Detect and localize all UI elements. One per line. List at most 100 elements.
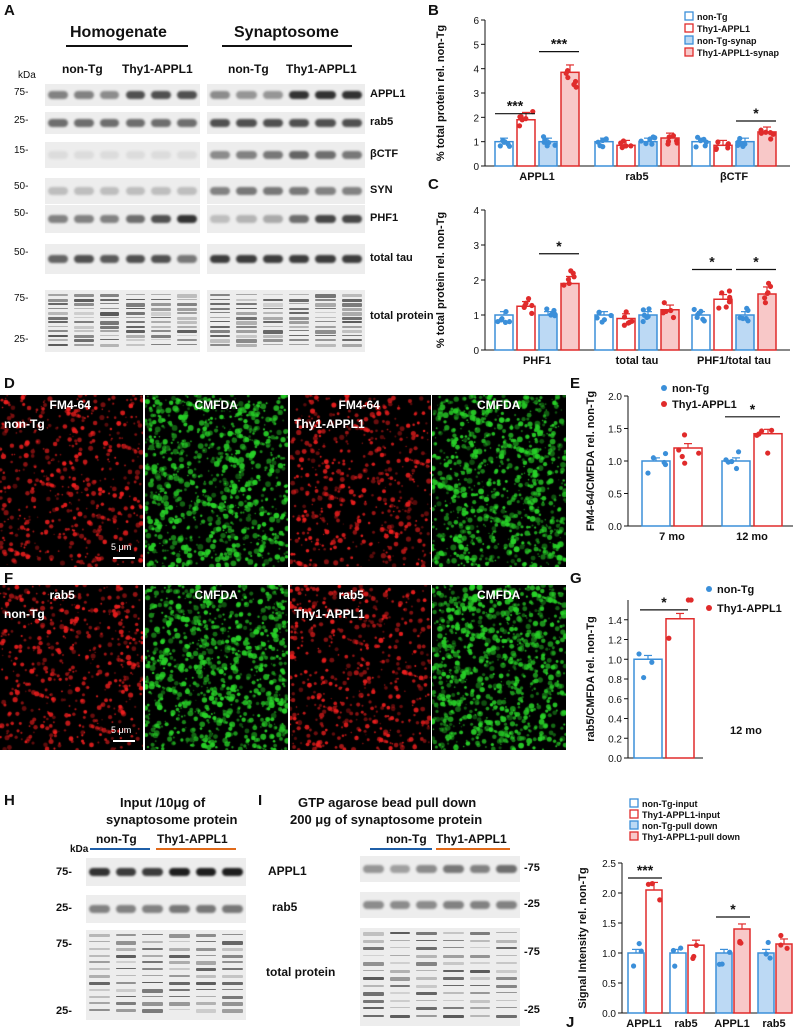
blot-band <box>151 255 172 263</box>
blot-band <box>341 343 362 347</box>
legend-marker <box>661 401 667 407</box>
blot-band <box>341 298 362 302</box>
x-tick-label: APPL1 <box>714 1018 749 1030</box>
blot-band <box>389 992 411 995</box>
blot-band <box>125 325 146 328</box>
blot-strip <box>207 290 365 352</box>
chart-j: 0.0 0.5 1.0 1.5 2.0 2.5 Signal Intensity rel. … <box>577 798 793 1030</box>
chart-g: 0.0 0.2 0.4 0.6 0.8 1.0 1.2 1.4 rab5/CMFDA rel. … <box>585 584 782 765</box>
data-point <box>778 942 784 948</box>
blot-band <box>115 954 137 958</box>
data-point <box>688 597 694 603</box>
blot-band <box>210 215 231 223</box>
blot-band <box>142 868 163 876</box>
blot-band <box>142 961 163 964</box>
kda-marker: -25 <box>524 898 540 910</box>
blot-band <box>341 312 362 316</box>
blot-band <box>142 1009 163 1014</box>
blot-band <box>289 325 310 328</box>
data-point <box>737 315 743 321</box>
blot-band <box>48 312 68 316</box>
group-label-tg-synap: Thy1-APPL1 <box>286 62 357 76</box>
data-point <box>745 318 751 324</box>
data-point <box>713 146 719 152</box>
legend-entry: Thy1-APPL1 <box>697 24 750 34</box>
blot-band <box>99 339 120 341</box>
blot-band <box>416 999 437 1002</box>
blot-band <box>469 977 491 981</box>
significance-marker: *** <box>637 862 654 878</box>
data-point <box>516 123 523 129</box>
blot-band <box>389 999 411 1003</box>
blot-band <box>73 151 94 159</box>
blot-band <box>151 294 172 296</box>
data-point <box>657 897 663 903</box>
blot-band <box>73 119 94 127</box>
data-point <box>661 300 667 306</box>
bar <box>641 460 671 527</box>
panel-label-h: H <box>4 792 15 809</box>
scale-bar-label: 5 μm <box>111 725 132 735</box>
blot-band <box>195 868 217 876</box>
row-label-appl1-i: APPL1 <box>268 864 307 878</box>
data-point <box>670 947 677 954</box>
blot-band <box>389 1007 411 1009</box>
data-point <box>638 948 644 954</box>
blot-band <box>89 988 110 991</box>
blot-band <box>210 330 231 333</box>
blot-row-label: total protein <box>370 310 434 322</box>
blot-band <box>125 316 146 318</box>
legend-swatch <box>684 23 694 33</box>
blot-band <box>89 1009 110 1011</box>
blot-band <box>151 298 172 301</box>
blot-band <box>169 1002 190 1007</box>
blot-band <box>48 343 68 346</box>
data-point <box>701 136 707 142</box>
blot-band <box>89 995 110 998</box>
data-point <box>778 932 784 939</box>
blot-band <box>496 901 517 909</box>
blot-band <box>210 303 231 305</box>
data-point <box>682 460 688 466</box>
blot-band <box>73 334 94 338</box>
kda-marker: 25- <box>56 902 72 914</box>
blot-band <box>115 934 137 937</box>
blot-band <box>222 975 243 978</box>
significance-marker: * <box>750 401 756 417</box>
blot-band <box>125 255 146 263</box>
blot-strip <box>86 858 246 886</box>
blot-band <box>443 962 464 966</box>
blot-band <box>236 334 257 338</box>
data-point <box>690 955 696 961</box>
blot-band <box>169 868 190 876</box>
data-point <box>691 306 697 313</box>
blot-strip <box>45 178 200 204</box>
kda-marker: 50- <box>14 208 29 219</box>
data-point <box>500 138 506 144</box>
kda-marker: 25- <box>56 1005 72 1017</box>
blot-band <box>210 339 231 343</box>
data-point <box>729 458 735 465</box>
blot-band <box>48 151 68 159</box>
panel-label-g: G <box>570 570 582 587</box>
blot-band <box>177 325 197 329</box>
data-point <box>649 141 655 147</box>
blot-band <box>115 947 137 952</box>
blot-band <box>177 298 197 301</box>
blot-band <box>99 312 120 316</box>
x-tick-label: rab5 <box>625 171 648 183</box>
blot-band <box>125 303 146 307</box>
blot-strip <box>207 178 365 204</box>
blot-band <box>177 91 197 99</box>
panel-label-i: I <box>258 792 263 809</box>
data-point <box>523 300 529 306</box>
blot-band <box>469 1007 491 1009</box>
blot-band <box>48 187 68 195</box>
blot-band <box>416 977 437 981</box>
micrograph-green <box>145 395 288 567</box>
data-point <box>529 310 535 316</box>
blot-band <box>177 215 197 223</box>
blot-band <box>363 1007 384 1009</box>
legend-entry: Thy1-APPL1-pull down <box>642 832 740 842</box>
blot-band <box>210 334 231 338</box>
